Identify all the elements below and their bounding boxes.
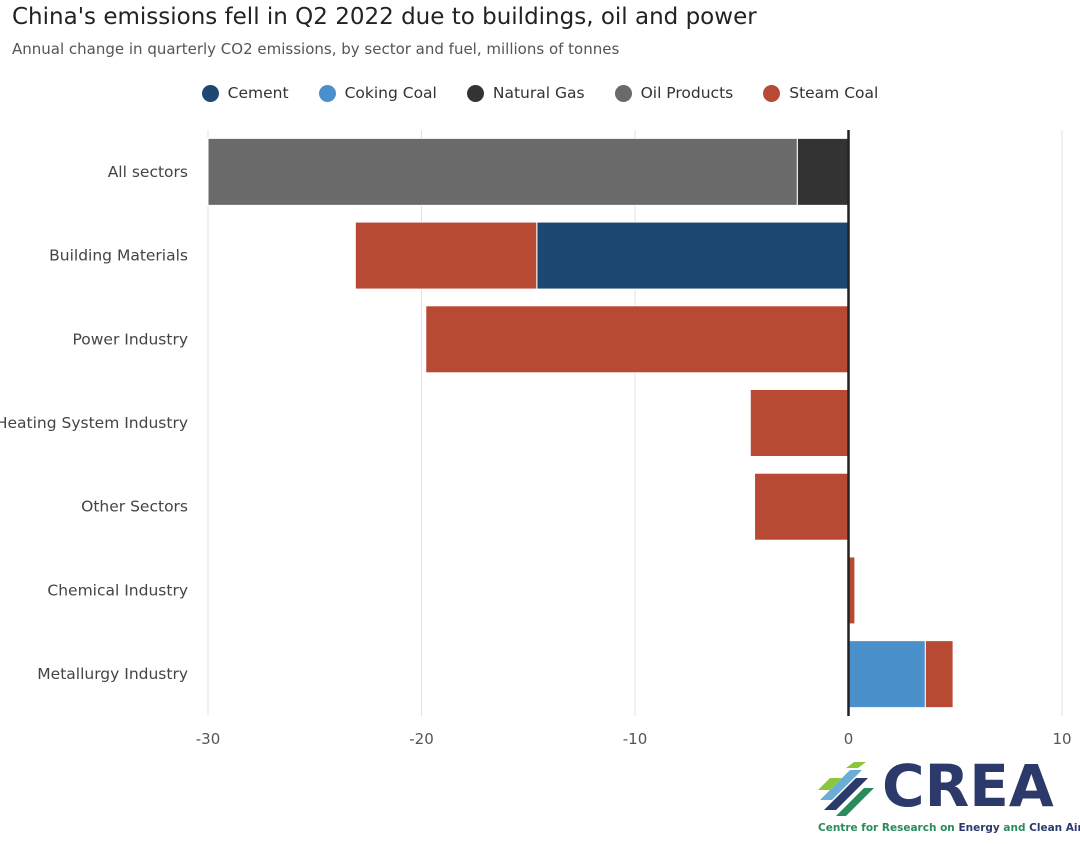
x-tick-label: 10 bbox=[1052, 730, 1071, 748]
bar-steam-coal-building-materials bbox=[354, 221, 538, 290]
x-tick-label: -30 bbox=[196, 730, 221, 748]
category-label: Other Sectors bbox=[81, 498, 188, 516]
legend-item-cement[interactable]: Cement bbox=[201, 84, 289, 102]
bar-chart: -30 -20 -10 0 10 All sectors Building Material… bbox=[0, 130, 1072, 748]
legend-swatch-coking-coal bbox=[318, 84, 336, 102]
legend-label-cement: Cement bbox=[227, 84, 289, 102]
chart-title: China's emissions fell in Q2 2022 due to… bbox=[12, 4, 757, 30]
chart-subtitle: Annual change in quarterly CO2 emissions… bbox=[12, 40, 620, 58]
legend-label-coking-coal: Coking Coal bbox=[344, 84, 437, 102]
bar-steam-coal-other-sectors bbox=[754, 472, 849, 541]
bar-oil-products-all-sectors bbox=[207, 137, 798, 206]
legend: Cement Coking Coal Natural Gas Oil Produ… bbox=[0, 84, 1080, 102]
category-label: Power Industry bbox=[72, 330, 188, 348]
legend-label-steam-coal: Steam Coal bbox=[789, 84, 879, 102]
bar-coking-coal-metallurgy-industry bbox=[848, 640, 926, 709]
category-label: Heating System Industry bbox=[0, 414, 188, 432]
legend-swatch-oil-products bbox=[614, 84, 632, 102]
legend-item-natural-gas[interactable]: Natural Gas bbox=[466, 84, 585, 102]
bar-natural-gas-all-sectors bbox=[796, 137, 850, 206]
logo-tagline-prefix: Centre for Research on bbox=[818, 822, 959, 834]
x-tick-label: -20 bbox=[409, 730, 434, 748]
bar-steam-coal-metallurgy-industry bbox=[924, 640, 954, 709]
category-label: All sectors bbox=[108, 163, 188, 181]
legend-swatch-steam-coal bbox=[763, 84, 781, 102]
logo-tagline-and: and bbox=[999, 822, 1030, 834]
legend-item-oil-products[interactable]: Oil Products bbox=[614, 84, 734, 102]
legend-item-steam-coal[interactable]: Steam Coal bbox=[763, 84, 878, 102]
logo-tagline-energy: Energy bbox=[958, 822, 1000, 834]
logo-tagline-clean-air: Clean Air bbox=[1029, 822, 1080, 834]
crea-logo: CREA Centre for Research on Energy and C… bbox=[812, 752, 1080, 840]
category-label: Building Materials bbox=[49, 247, 188, 265]
legend-swatch-natural-gas bbox=[466, 84, 484, 102]
legend-swatch-cement bbox=[201, 84, 219, 102]
category-label: Metallurgy Industry bbox=[37, 665, 188, 683]
x-tick-label: -10 bbox=[623, 730, 648, 748]
logo-wordmark: CREA bbox=[882, 752, 1054, 820]
bar-cement-building-materials bbox=[536, 221, 849, 290]
legend-item-coking-coal[interactable]: Coking Coal bbox=[318, 84, 437, 102]
category-label: Chemical Industry bbox=[47, 581, 188, 599]
bar-steam-coal-power-industry bbox=[425, 305, 849, 374]
logo-tagline: Centre for Research on Energy and Clean … bbox=[818, 822, 1080, 834]
x-tick-label: 0 bbox=[844, 730, 854, 748]
bar-steam-coal-heating-system-industry bbox=[749, 389, 849, 457]
legend-label-natural-gas: Natural Gas bbox=[492, 84, 585, 102]
crea-logo-mark-icon bbox=[818, 762, 874, 816]
legend-label-oil-products: Oil Products bbox=[640, 84, 734, 102]
